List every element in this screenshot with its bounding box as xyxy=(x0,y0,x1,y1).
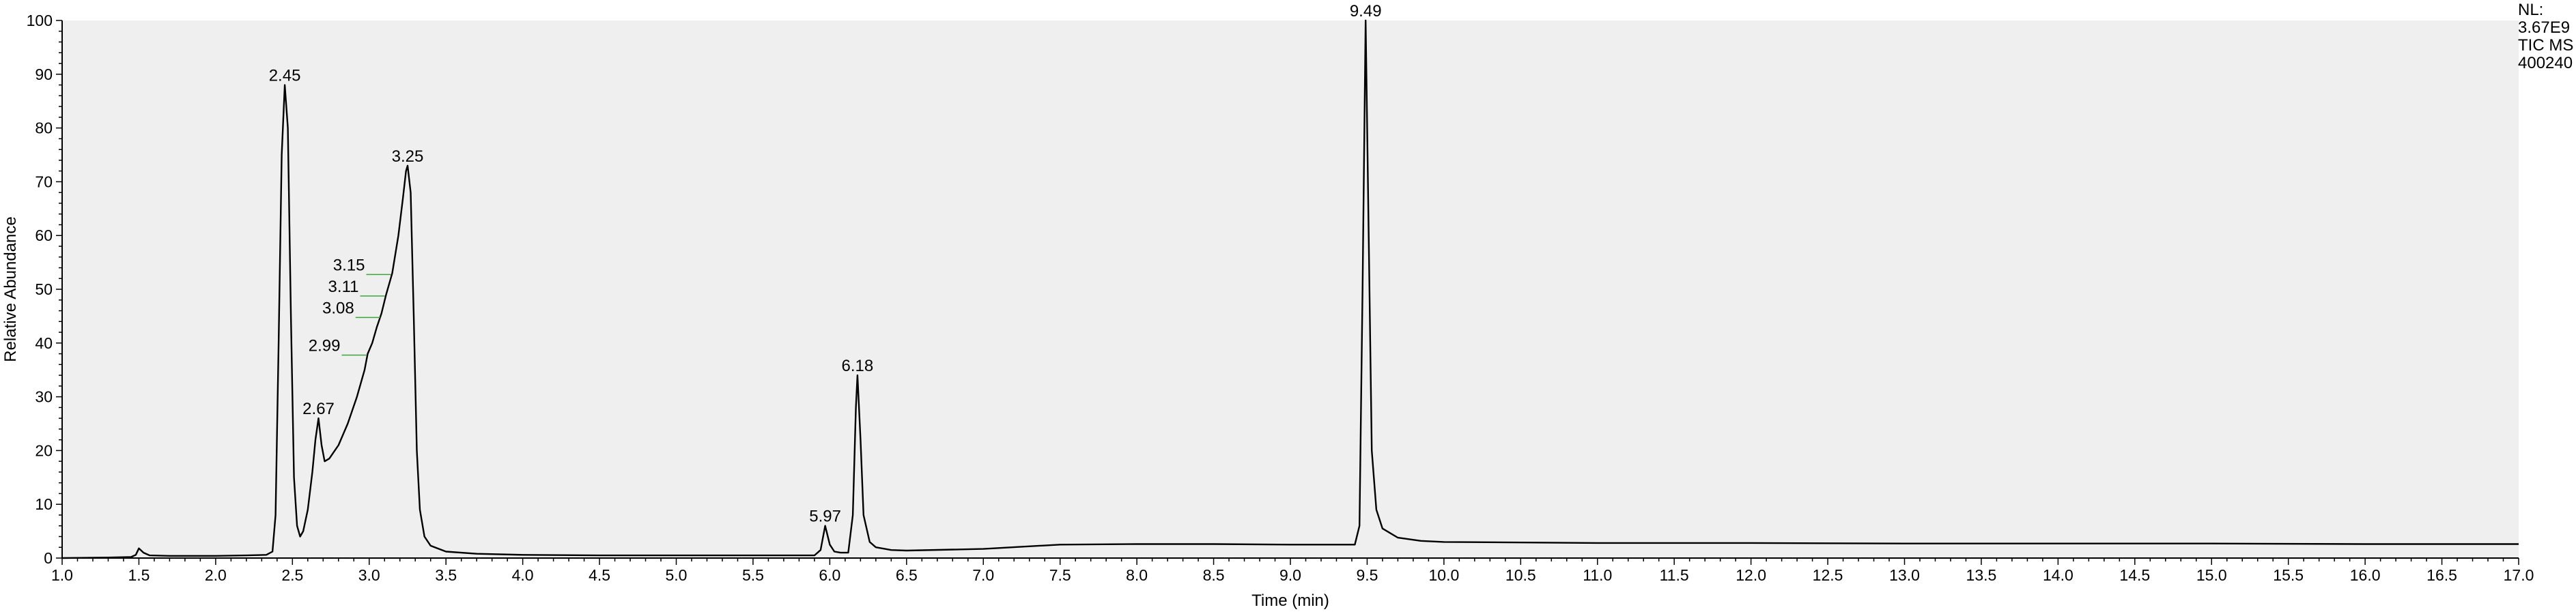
x-tick-label: 5.5 xyxy=(742,566,764,584)
y-tick-label: 100 xyxy=(27,12,53,29)
x-tick-label: 7.0 xyxy=(972,566,994,584)
x-tick-label: 2.5 xyxy=(281,566,303,584)
x-tick-label: 4.0 xyxy=(512,566,534,584)
y-tick-label: 90 xyxy=(35,65,53,83)
x-tick-label: 16.5 xyxy=(2426,566,2457,584)
x-tick-label: 10.0 xyxy=(1428,566,1459,584)
x-tick-label: 12.0 xyxy=(1736,566,1766,584)
x-tick-label: 14.5 xyxy=(2119,566,2150,584)
x-tick-label: 3.0 xyxy=(358,566,380,584)
peak-label: 3.11 xyxy=(328,278,359,296)
x-tick-label: 11.0 xyxy=(1583,566,1612,584)
x-tick-label: 9.0 xyxy=(1279,566,1301,584)
x-tick-label: 15.5 xyxy=(2273,566,2304,584)
x-tick-label: 5.0 xyxy=(666,566,688,584)
peak-label: 3.08 xyxy=(322,299,354,317)
x-tick-label: 3.5 xyxy=(435,566,457,584)
y-tick-label: 40 xyxy=(35,334,53,352)
x-tick-label: 8.5 xyxy=(1203,566,1225,584)
x-tick-label: 16.0 xyxy=(2350,566,2381,584)
x-tick-label: 6.0 xyxy=(819,566,840,584)
peak-label: 9.49 xyxy=(1350,2,1382,20)
peak-label: 3.15 xyxy=(333,256,365,274)
x-tick-label: 4.5 xyxy=(589,566,610,584)
y-tick-label: 60 xyxy=(35,226,53,244)
x-axis-title: Time (min) xyxy=(1251,591,1329,610)
series-line-0 xyxy=(61,19,2519,559)
x-tick-label: 15.0 xyxy=(2196,566,2227,584)
x-tick-label: 1.5 xyxy=(128,566,150,584)
y-tick-label: 0 xyxy=(44,549,53,567)
x-tick-label: 7.5 xyxy=(1049,566,1071,584)
info-line: NL: xyxy=(2518,1,2543,19)
peak-label: 5.97 xyxy=(809,508,841,526)
x-tick-label: 12.5 xyxy=(1813,566,1843,584)
x-tick-label: 9.5 xyxy=(1356,566,1378,584)
y-tick-label: 50 xyxy=(35,280,53,298)
x-tick-label: 8.0 xyxy=(1126,566,1148,584)
y-tick-label: 80 xyxy=(35,119,53,137)
plot-area xyxy=(62,20,2519,558)
peak-label: 3.25 xyxy=(392,147,424,166)
peak-label: 6.18 xyxy=(841,357,873,375)
x-tick-label: 13.0 xyxy=(1889,566,1920,584)
x-tick-label: 1.0 xyxy=(51,566,73,584)
x-tick-label: 11.5 xyxy=(1660,566,1689,584)
info-line: 3.67E9 xyxy=(2518,18,2570,37)
y-axis-title: Relative Abundance xyxy=(1,216,20,362)
x-tick-label: 13.5 xyxy=(1966,566,1997,584)
info-line: 400240 xyxy=(2518,54,2573,72)
peak-label: 2.99 xyxy=(309,337,341,355)
y-tick-label: 20 xyxy=(35,441,53,459)
peak-label: 2.67 xyxy=(302,400,335,418)
x-tick-label: 10.5 xyxy=(1505,566,1536,584)
y-tick-label: 30 xyxy=(35,388,53,406)
peak-label: 2.45 xyxy=(269,67,301,85)
x-tick-label: 17.0 xyxy=(2504,566,2534,584)
x-tick-label: 2.0 xyxy=(205,566,227,584)
x-tick-label: 14.0 xyxy=(2043,566,2073,584)
info-line: TIC MS xyxy=(2518,36,2573,55)
x-tick-label: 6.5 xyxy=(896,566,918,584)
y-tick-label: 70 xyxy=(35,173,53,190)
y-tick-label: 10 xyxy=(35,495,53,513)
